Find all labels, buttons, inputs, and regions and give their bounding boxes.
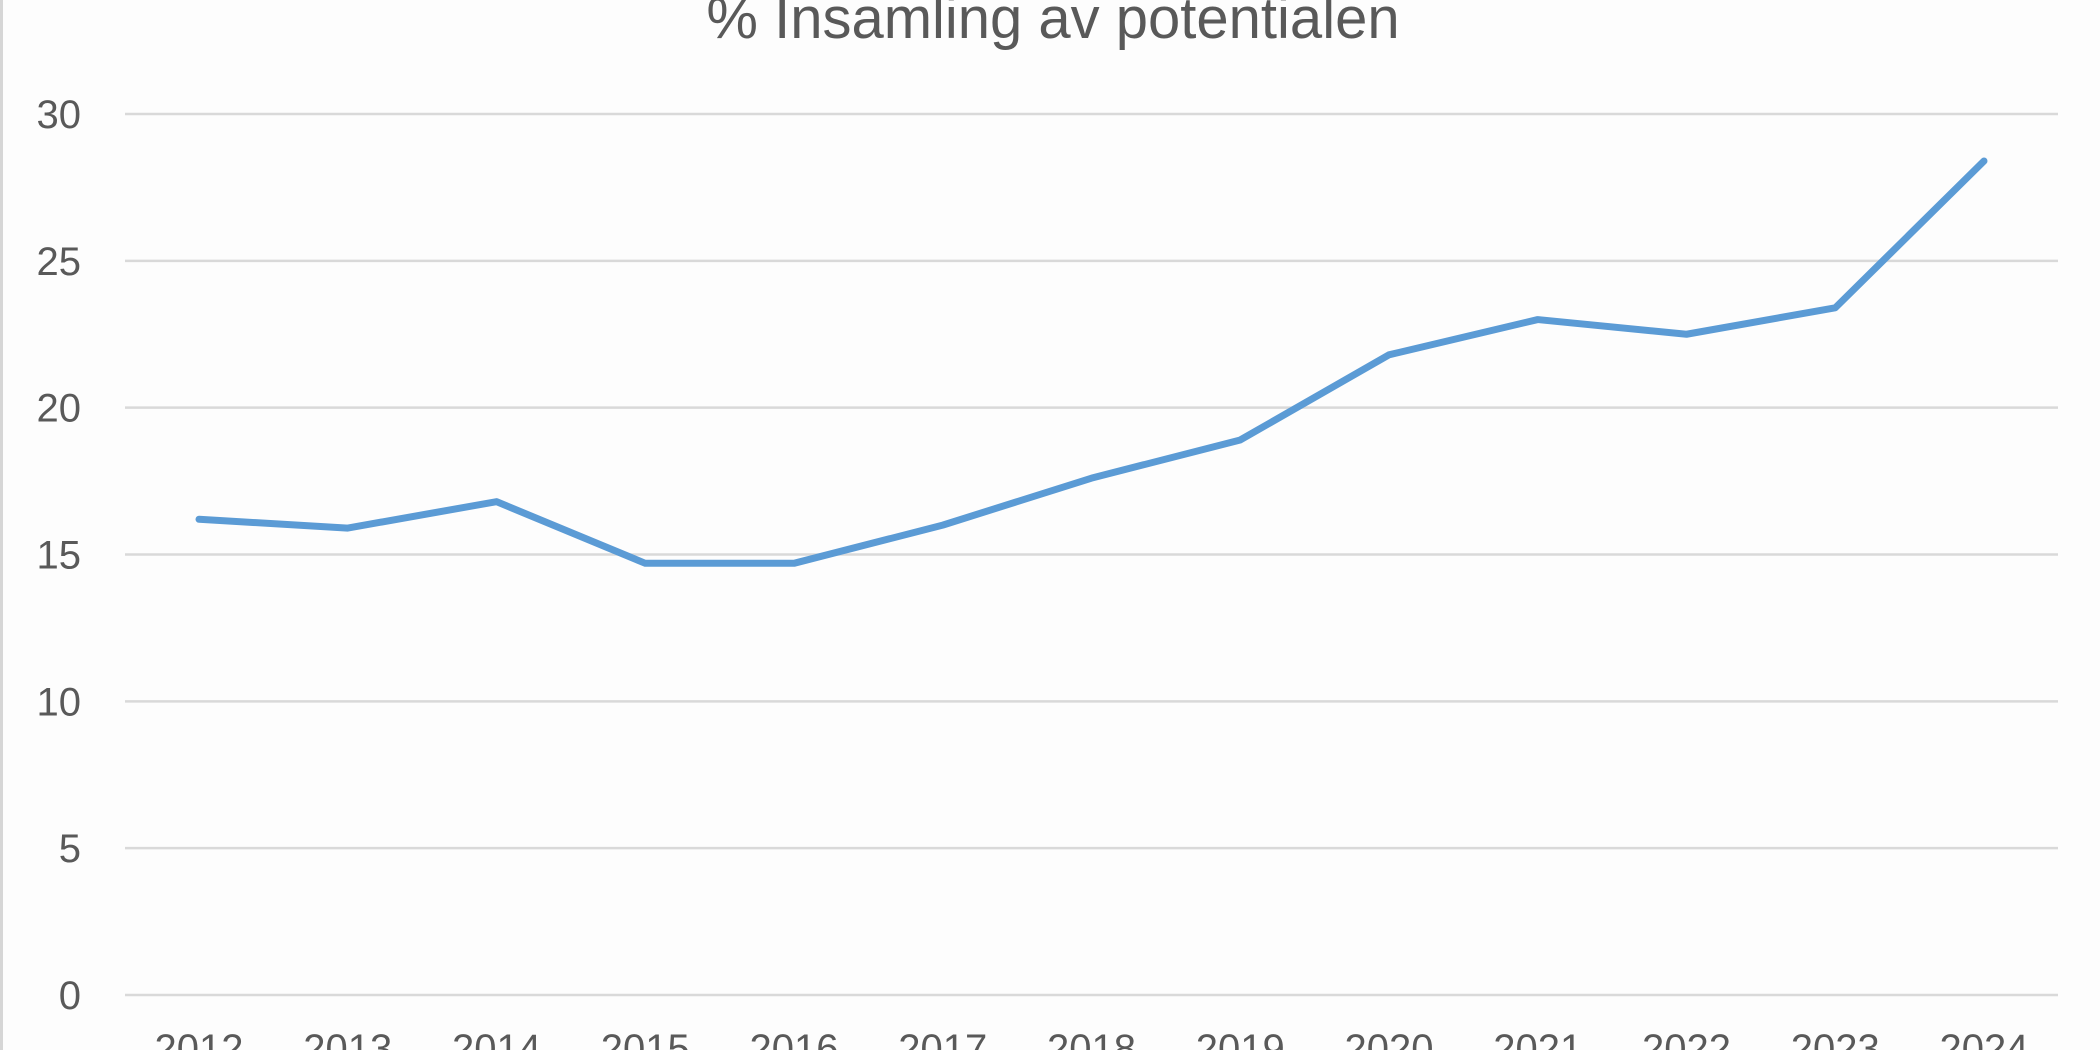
y-tick-label: 20 [37,387,82,431]
y-tick-label: 30 [37,93,82,137]
x-tick-label: 2023 [1791,1027,1880,1050]
x-tick-label: 2019 [1196,1027,1285,1050]
gridlines [125,112,2058,997]
y-tick-label: 15 [37,534,82,578]
y-tick-label: 0 [59,974,81,1018]
x-tick-label: 2024 [1940,1027,2029,1050]
x-tick-label: 2020 [1345,1027,1434,1050]
x-tick-label: 2016 [750,1027,839,1050]
y-tick-label: 25 [37,240,82,284]
series-layer [195,157,1988,567]
series-line [195,157,1988,567]
x-tick-label: 2015 [601,1027,690,1050]
x-tick-label: 2012 [155,1027,244,1050]
line-chart: % Insamling av potentialen 051015202530 … [37,0,2058,1050]
x-tick-label: 2013 [303,1027,392,1050]
y-tick-label: 5 [59,827,81,871]
x-tick-label: 2017 [898,1027,987,1050]
x-tick-label: 2021 [1493,1027,1582,1050]
x-axis-ticks: 2012 2013 2014 2015 2016 2017 2018 2019 2020 2021… [155,1027,2029,1050]
x-tick-label: 2014 [452,1027,541,1050]
y-axis-ticks: 0 5 10 15 20 25 30 [37,93,82,1018]
x-tick-label: 2022 [1642,1027,1731,1050]
x-tick-label: 2018 [1047,1027,1136,1050]
y-tick-label: 10 [37,680,82,724]
chart-title: % Insamling av potentialen [706,0,1399,51]
